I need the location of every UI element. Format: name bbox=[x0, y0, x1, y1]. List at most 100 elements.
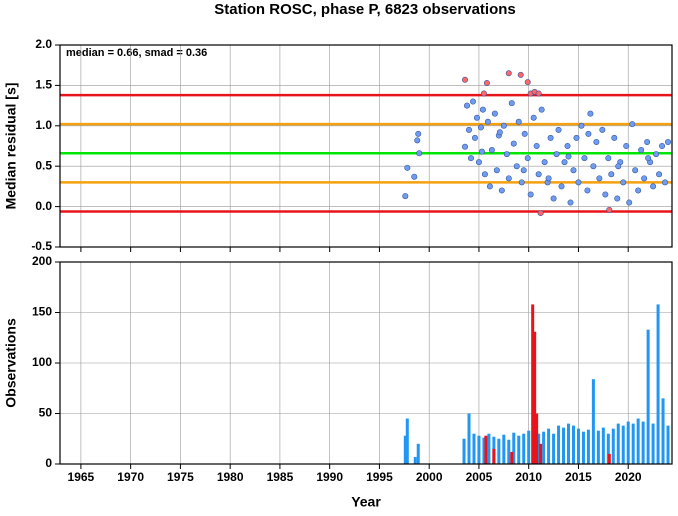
point bbox=[510, 140, 517, 147]
point bbox=[590, 163, 597, 170]
point bbox=[611, 134, 618, 141]
bar bbox=[641, 421, 645, 464]
point bbox=[565, 153, 572, 160]
bar bbox=[484, 435, 488, 464]
point bbox=[662, 179, 669, 186]
bar bbox=[531, 304, 535, 464]
point bbox=[478, 148, 485, 155]
point bbox=[471, 134, 478, 141]
plot-frame bbox=[59, 261, 673, 465]
bar bbox=[547, 428, 551, 464]
point bbox=[462, 76, 469, 83]
point bbox=[547, 134, 554, 141]
point bbox=[638, 147, 645, 154]
point bbox=[635, 187, 642, 194]
point bbox=[641, 175, 648, 182]
x-tick-label: 1980 bbox=[217, 470, 244, 484]
point bbox=[584, 187, 591, 194]
point bbox=[653, 151, 660, 158]
point bbox=[524, 79, 531, 86]
point bbox=[570, 167, 577, 174]
point bbox=[541, 159, 548, 166]
point bbox=[508, 100, 515, 107]
y-tick-label: 0.5 bbox=[35, 158, 52, 172]
point bbox=[404, 164, 411, 171]
bar bbox=[405, 418, 409, 464]
point bbox=[467, 155, 474, 162]
point bbox=[629, 121, 636, 128]
point bbox=[473, 114, 480, 121]
bar bbox=[656, 304, 660, 464]
y-axis-label: Observations bbox=[3, 318, 19, 408]
point bbox=[553, 151, 560, 158]
point bbox=[469, 98, 476, 105]
bar bbox=[492, 448, 496, 464]
point bbox=[573, 134, 580, 141]
y-tick-label: 1.5 bbox=[35, 78, 52, 92]
point bbox=[416, 150, 423, 157]
bar bbox=[571, 425, 575, 464]
point bbox=[505, 70, 512, 77]
bar bbox=[477, 435, 481, 464]
point bbox=[593, 138, 600, 145]
point bbox=[587, 110, 594, 117]
y-tick-label: -0.5 bbox=[31, 239, 52, 253]
x-tick-label: 2000 bbox=[416, 470, 443, 484]
point bbox=[521, 130, 528, 137]
point bbox=[496, 129, 503, 136]
point bbox=[656, 171, 663, 178]
point bbox=[561, 159, 568, 166]
bar bbox=[537, 433, 541, 464]
bar bbox=[567, 423, 571, 464]
point bbox=[475, 159, 482, 166]
point bbox=[537, 210, 544, 217]
point bbox=[415, 130, 422, 137]
bar bbox=[666, 425, 670, 464]
bar bbox=[646, 329, 650, 464]
bar bbox=[607, 453, 611, 464]
point bbox=[606, 206, 613, 213]
point bbox=[596, 175, 603, 182]
point bbox=[402, 193, 409, 200]
point bbox=[527, 191, 534, 198]
x-tick-label: 2005 bbox=[466, 470, 493, 484]
point bbox=[538, 106, 545, 113]
y-tick-label: 0 bbox=[45, 456, 52, 470]
point bbox=[498, 187, 505, 194]
x-tick-label: 2020 bbox=[615, 470, 642, 484]
point bbox=[602, 191, 609, 198]
y-tick-label: 1.0 bbox=[35, 118, 52, 132]
point bbox=[515, 118, 522, 125]
point bbox=[599, 126, 606, 133]
point bbox=[503, 151, 510, 158]
point bbox=[464, 102, 471, 109]
point bbox=[484, 118, 491, 125]
point bbox=[555, 126, 562, 133]
chart-title: Station ROSC, phase P, 6823 observations bbox=[214, 1, 516, 18]
point bbox=[645, 155, 652, 162]
bar bbox=[661, 398, 665, 464]
bar bbox=[512, 432, 516, 464]
bar bbox=[462, 438, 466, 464]
point bbox=[644, 138, 651, 145]
bar bbox=[651, 423, 655, 464]
point bbox=[575, 179, 582, 186]
x-tick-label: 1995 bbox=[366, 470, 393, 484]
x-tick-label: 1965 bbox=[68, 470, 95, 484]
point bbox=[518, 179, 525, 186]
bar bbox=[527, 430, 531, 464]
point bbox=[623, 143, 630, 150]
bar bbox=[586, 429, 590, 464]
point bbox=[477, 124, 484, 131]
bar bbox=[591, 379, 595, 464]
y-axis-label: Median residual [s] bbox=[3, 83, 19, 210]
bar bbox=[517, 435, 521, 464]
point bbox=[517, 71, 524, 78]
y-tick-label: 2.0 bbox=[35, 37, 52, 51]
x-tick-label: 1990 bbox=[316, 470, 343, 484]
bar bbox=[482, 437, 486, 464]
bar bbox=[533, 331, 537, 464]
x-tick-label: 1975 bbox=[167, 470, 194, 484]
point bbox=[605, 155, 612, 162]
point bbox=[665, 138, 672, 145]
